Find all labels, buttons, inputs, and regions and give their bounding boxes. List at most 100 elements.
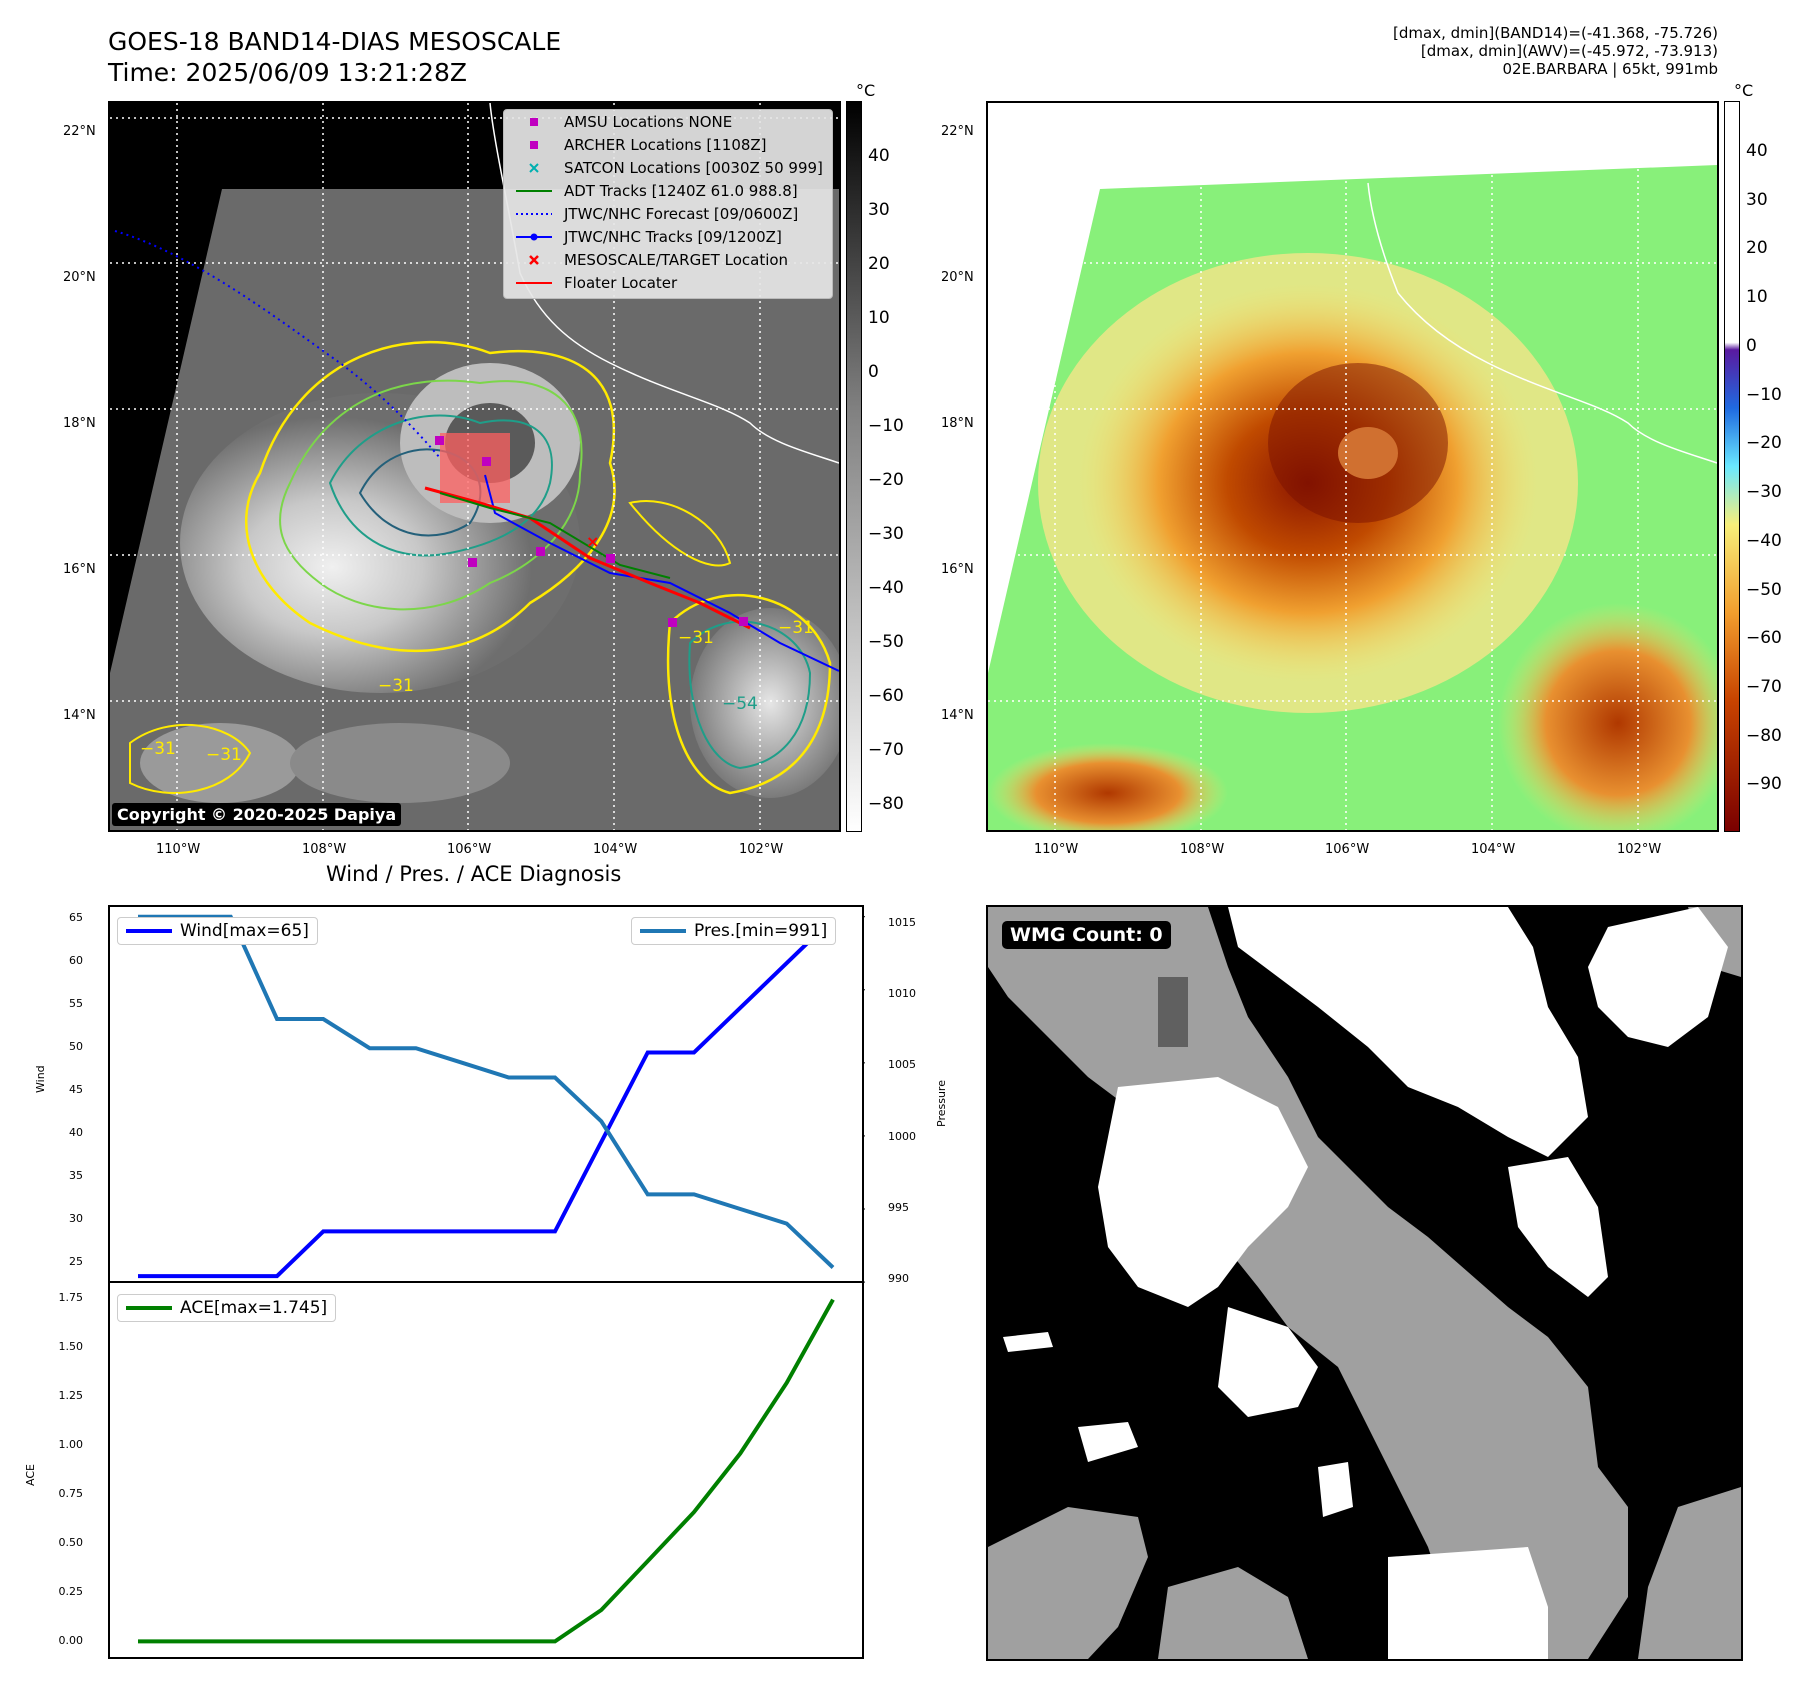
figure-meta: [dmax, dmin](BAND14)=(-41.368, -75.726) … (1393, 24, 1718, 78)
ace-legend-swatch (126, 1306, 172, 1310)
legend-label: Floater Locater (564, 274, 678, 292)
lat-label: 22°N (941, 124, 974, 139)
colorbar-tick: −70 (1746, 677, 1782, 697)
lat-label: 18°N (941, 416, 974, 431)
pressure-ytick: 1000 (888, 1130, 916, 1143)
pressure-ytick: 1010 (888, 987, 916, 1000)
colorbar-tick: 30 (1746, 190, 1768, 210)
lon-label: 106°W (1325, 842, 1370, 857)
lon-label: 110°W (1034, 842, 1079, 857)
wind-ytick: 35 (69, 1169, 83, 1182)
legend-item-floater: Floater Locater (514, 273, 677, 293)
line-marker-icon (516, 282, 552, 284)
legend-item-adt: ADT Tracks [1240Z 61.0 988.8] (514, 181, 798, 201)
ace-ytick: 0.50 (58, 1536, 84, 1549)
wind-ytick: 40 (69, 1126, 83, 1139)
colorbar-tick: 0 (868, 362, 879, 382)
lon-label: 108°W (302, 842, 347, 857)
colorbar-tick: −20 (868, 470, 904, 490)
colorbar-tick: 0 (1746, 336, 1757, 356)
wmg-count-badge: WMG Count: 0 (1002, 921, 1171, 949)
ace-legend-label: ACE[max=1.745] (180, 1298, 328, 1318)
lat-label: 16°N (941, 562, 974, 577)
ace-ytick: 0.25 (58, 1585, 84, 1598)
color-colorbar (1724, 101, 1740, 832)
title-line-2: Time: 2025/06/09 13:21:28Z (108, 58, 467, 87)
legend-label: AMSU Locations NONE (564, 113, 733, 131)
legend-label: SATCON Locations [0030Z 50 999] (564, 159, 823, 177)
legend-label: ADT Tracks [1240Z 61.0 988.8] (564, 182, 798, 200)
pressure-ytick: 1015 (888, 916, 916, 929)
ace-ytick: 1.50 (58, 1340, 84, 1353)
diagnosis-title: Wind / Pres. / ACE Diagnosis (326, 862, 622, 886)
square-marker-icon (530, 118, 538, 126)
pressure-ytick: 990 (888, 1272, 909, 1285)
colorbar-tick: −10 (1746, 385, 1782, 405)
grayscale-colorbar (846, 101, 862, 832)
colorbar-tick: −40 (868, 578, 904, 598)
colorbar-unit: °C (856, 81, 876, 100)
colorbar-tick: −60 (868, 686, 904, 706)
pressure-legend: Pres.[min=991] (631, 917, 837, 945)
legend-item-satcon: SATCON Locations [0030Z 50 999] (514, 158, 823, 178)
contour-label: −54 (722, 694, 758, 714)
lat-label: 16°N (63, 562, 96, 577)
colorbar-tick: −30 (1746, 482, 1782, 502)
wind-pressure-plot-frame (108, 905, 864, 1284)
contour-label: −31 (678, 628, 714, 648)
colorbar-tick: −50 (1746, 580, 1782, 600)
color-ir-map-image (988, 103, 1717, 830)
colorbar-tick: 40 (868, 146, 890, 166)
series-line (138, 914, 835, 1269)
colorbar-tick: −60 (1746, 628, 1782, 648)
meta-line-3: 02E.BARBARA | 65kt, 991mb (1502, 60, 1718, 78)
colorbar-unit: °C (1734, 81, 1754, 100)
ace-axis-title: ACE (24, 1464, 37, 1486)
figure-title: GOES-18 BAND14-DIAS MESOSCALE Time: 2025… (108, 26, 561, 88)
legend-label: JTWC/NHC Forecast [09/0600Z] (564, 205, 799, 223)
wind-legend: Wind[max=65] (117, 917, 318, 945)
ace-ytick: 0.00 (58, 1634, 84, 1647)
lon-label: 102°W (739, 842, 784, 857)
pressure-legend-swatch (640, 929, 686, 933)
series-line (138, 916, 835, 1279)
line-marker-icon (516, 190, 552, 192)
legend-item-amsu: AMSU Locations NONE (514, 112, 732, 132)
title-line-1: GOES-18 BAND14-DIAS MESOSCALE (108, 27, 562, 56)
lon-label: 104°W (593, 842, 638, 857)
lat-label: 20°N (63, 270, 96, 285)
wind-ytick: 55 (69, 997, 83, 1010)
pressure-ytick: 1005 (888, 1058, 916, 1071)
lon-label: 110°W (156, 842, 201, 857)
pressure-ytick: 995 (888, 1201, 909, 1214)
lon-label: 108°W (1180, 842, 1225, 857)
wind-ytick: 30 (69, 1212, 83, 1225)
meta-line-2: [dmax, dmin](AWV)=(-45.972, -73.913) (1420, 42, 1718, 60)
ace-legend: ACE[max=1.745] (117, 1294, 337, 1322)
ace-ytick: 0.75 (58, 1487, 84, 1500)
lat-label: 14°N (63, 708, 96, 723)
legend-item-mesoscale: MESOSCALE/TARGET Location (514, 250, 788, 270)
pressure-legend-label: Pres.[min=991] (694, 921, 828, 941)
color-ir-map-panel (986, 101, 1719, 832)
lat-label: 20°N (941, 270, 974, 285)
svg-text:×: × (586, 532, 599, 551)
x-marker-icon (529, 163, 539, 173)
wind-legend-label: Wind[max=65] (180, 921, 309, 941)
wind-ytick: 25 (69, 1255, 83, 1268)
dotted-line-icon (516, 213, 552, 215)
colorbar-tick: 10 (1746, 287, 1768, 307)
wind-ytick: 50 (69, 1040, 83, 1053)
pressure-axis-title: Pressure (935, 1080, 948, 1127)
lon-label: 106°W (447, 842, 492, 857)
colorbar-tick: 20 (868, 254, 890, 274)
legend-label: ARCHER Locations [1108Z] (564, 136, 767, 154)
lat-label: 22°N (63, 124, 96, 139)
contour-label: −31 (778, 618, 814, 638)
contour-label: −31 (140, 739, 176, 759)
wind-ytick: 60 (69, 954, 83, 967)
ir-map-panel: × −31 −31 −31 −31 −31 −54 AMSU Locations… (108, 101, 841, 832)
wmg-panel: WMG Count: 0 (986, 905, 1743, 1661)
wind-ytick: 45 (69, 1083, 83, 1096)
ace-ytick: 1.25 (58, 1389, 84, 1402)
